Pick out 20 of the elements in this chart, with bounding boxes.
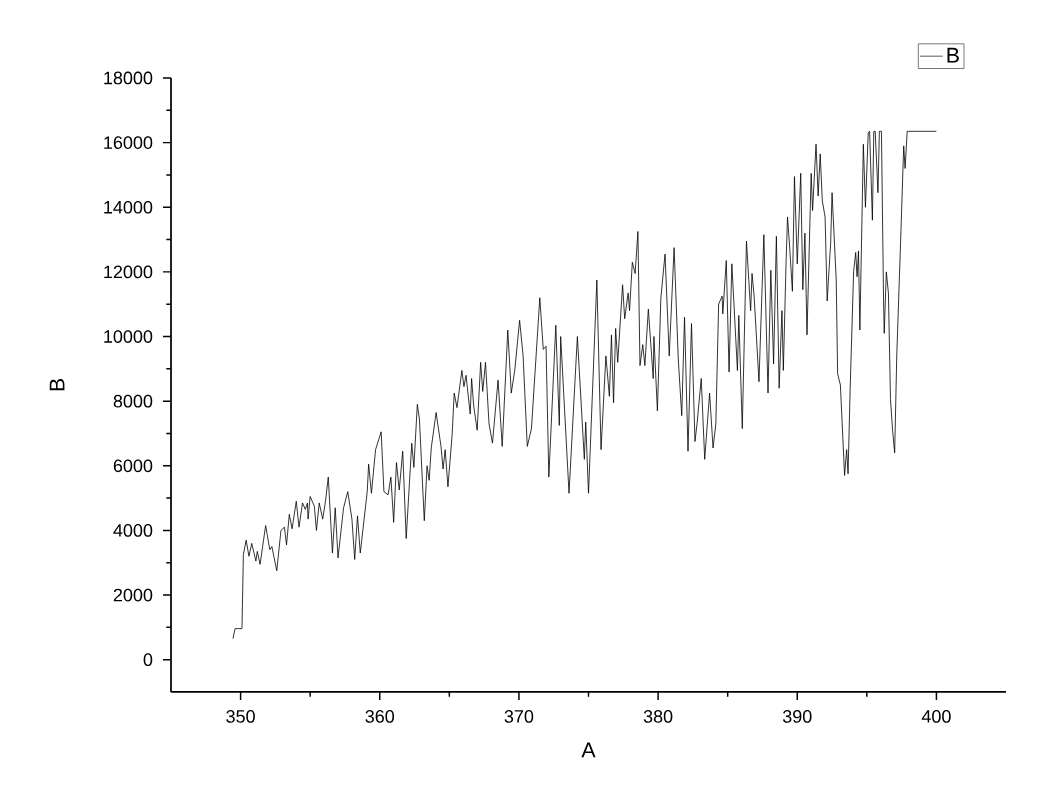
y-tick-label: 16000 [104, 136, 153, 149]
x-tick-label: 380 [643, 710, 673, 723]
legend-label: B [947, 47, 959, 63]
x-axis-title: A [581, 742, 596, 758]
line-series [232, 130, 937, 640]
y-tick-label: 4000 [113, 524, 153, 537]
y-tick-label: 6000 [113, 459, 153, 473]
y-tick-label: 12000 [104, 265, 153, 279]
y-tick-label: 18000 [104, 71, 153, 85]
y-tick-label: 2000 [113, 588, 153, 602]
y-axis-title: B [49, 378, 65, 391]
x-tick-label: 400 [921, 710, 951, 723]
y-tick-label: 14000 [104, 200, 153, 214]
x-tick-label: 390 [782, 710, 812, 723]
y-tick-label: 10000 [104, 330, 153, 343]
x-tick-label: 360 [365, 710, 395, 723]
y-tick-label: 0 [143, 653, 153, 667]
x-tick-label: 370 [504, 710, 534, 723]
x-tick-label: 350 [226, 710, 255, 723]
y-tick-label: 8000 [113, 394, 153, 408]
